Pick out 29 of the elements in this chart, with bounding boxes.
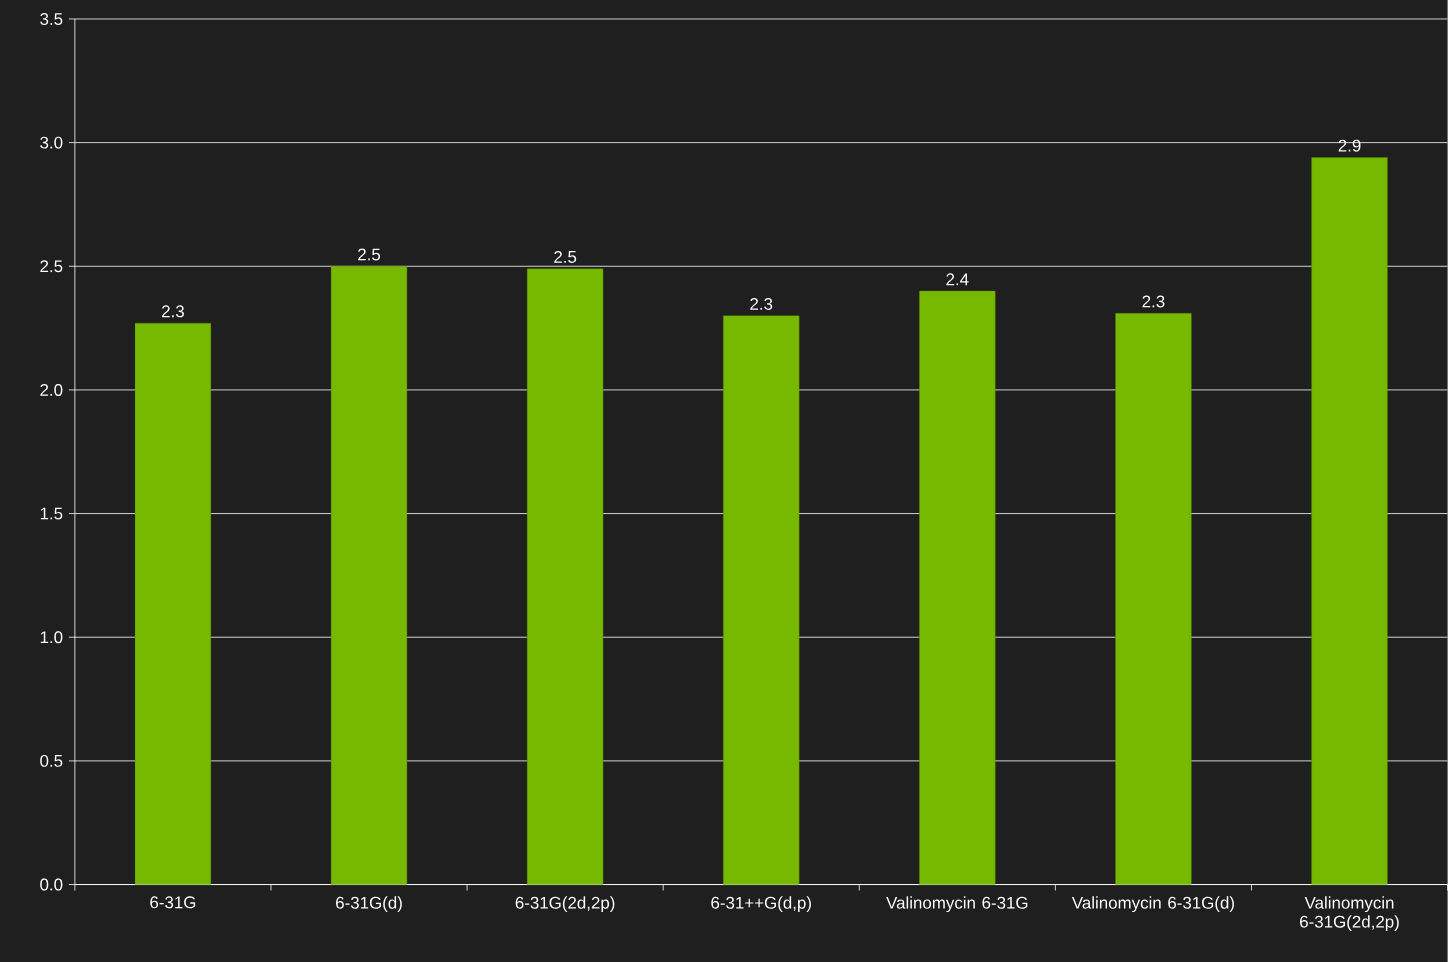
- bar: [1115, 312, 1192, 885]
- y-tick-label: 3.5: [40, 12, 63, 25]
- x-tick-label: Valinomycin 6-31G(d): [1071, 896, 1234, 912]
- data-label: 2.3: [162, 305, 184, 318]
- x-tick-label: 6-31G: [150, 896, 196, 909]
- bar: [527, 268, 604, 885]
- x-tick-label: 6-31++G(d,p): [711, 896, 811, 912]
- data-label: 2.5: [554, 250, 577, 263]
- bar: [134, 322, 212, 885]
- data-label: 2.3: [1142, 295, 1165, 308]
- data-label: 2.3: [750, 297, 773, 310]
- x-tick-label: Valinomycin 6-31G(2d,2p): [1300, 896, 1399, 931]
- y-tick-label: 2.5: [40, 260, 63, 273]
- data-label: 2.4: [946, 273, 969, 285]
- data-label: 2.9: [1338, 139, 1361, 152]
- y-tick-label: 2.0: [40, 383, 63, 396]
- y-tick-label: 1.0: [40, 631, 63, 644]
- y-tick-label: 0.0: [40, 878, 63, 891]
- bar: [330, 265, 408, 885]
- y-tick-label: 0.5: [40, 754, 63, 767]
- y-tick-label: 3.0: [40, 136, 63, 149]
- y-tick-label: 1.5: [40, 507, 63, 520]
- x-tick-label: 6-31G(2d,2p): [515, 896, 615, 912]
- x-tick-label: Valinomycin 6-31G: [886, 896, 1028, 912]
- bar: [1311, 157, 1388, 885]
- bar: [919, 290, 996, 885]
- x-tick-label: 6-31G(d): [336, 896, 402, 912]
- data-label: 2.5: [358, 248, 381, 261]
- bar: [723, 315, 800, 885]
